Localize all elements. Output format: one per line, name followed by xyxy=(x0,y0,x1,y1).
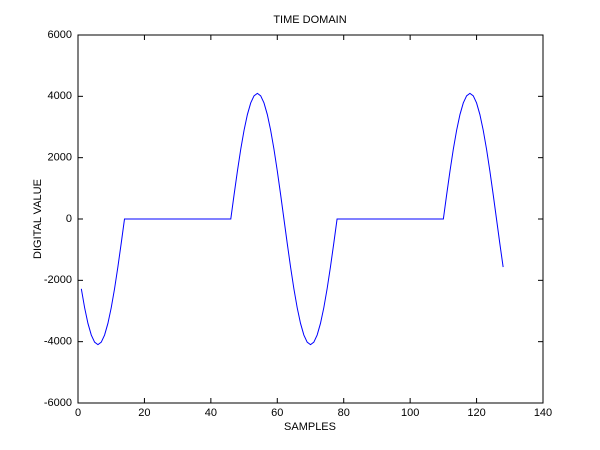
y-tick-label: -2000 xyxy=(44,274,72,286)
x-tick-label: 140 xyxy=(534,407,552,419)
x-tick-label: 100 xyxy=(401,407,419,419)
y-tick-label: 0 xyxy=(66,213,72,225)
y-tick-label: -6000 xyxy=(44,397,72,409)
x-axis-label: SAMPLES xyxy=(284,421,336,433)
x-tick-label: 0 xyxy=(75,407,81,419)
y-axis-label: DIGITAL VALUE xyxy=(32,179,44,259)
x-tick-label: 80 xyxy=(338,407,350,419)
x-tick-label: 20 xyxy=(138,407,150,419)
chart-title: TIME DOMAIN xyxy=(273,14,346,26)
x-tick-label: 120 xyxy=(467,407,485,419)
y-tick-label: -4000 xyxy=(44,336,72,348)
y-tick-label: 6000 xyxy=(48,29,72,41)
y-tick-label: 2000 xyxy=(48,152,72,164)
x-tick-label: 60 xyxy=(271,407,283,419)
x-tick-label: 40 xyxy=(205,407,217,419)
line-series xyxy=(80,92,504,346)
y-tick-label: 4000 xyxy=(48,90,72,102)
